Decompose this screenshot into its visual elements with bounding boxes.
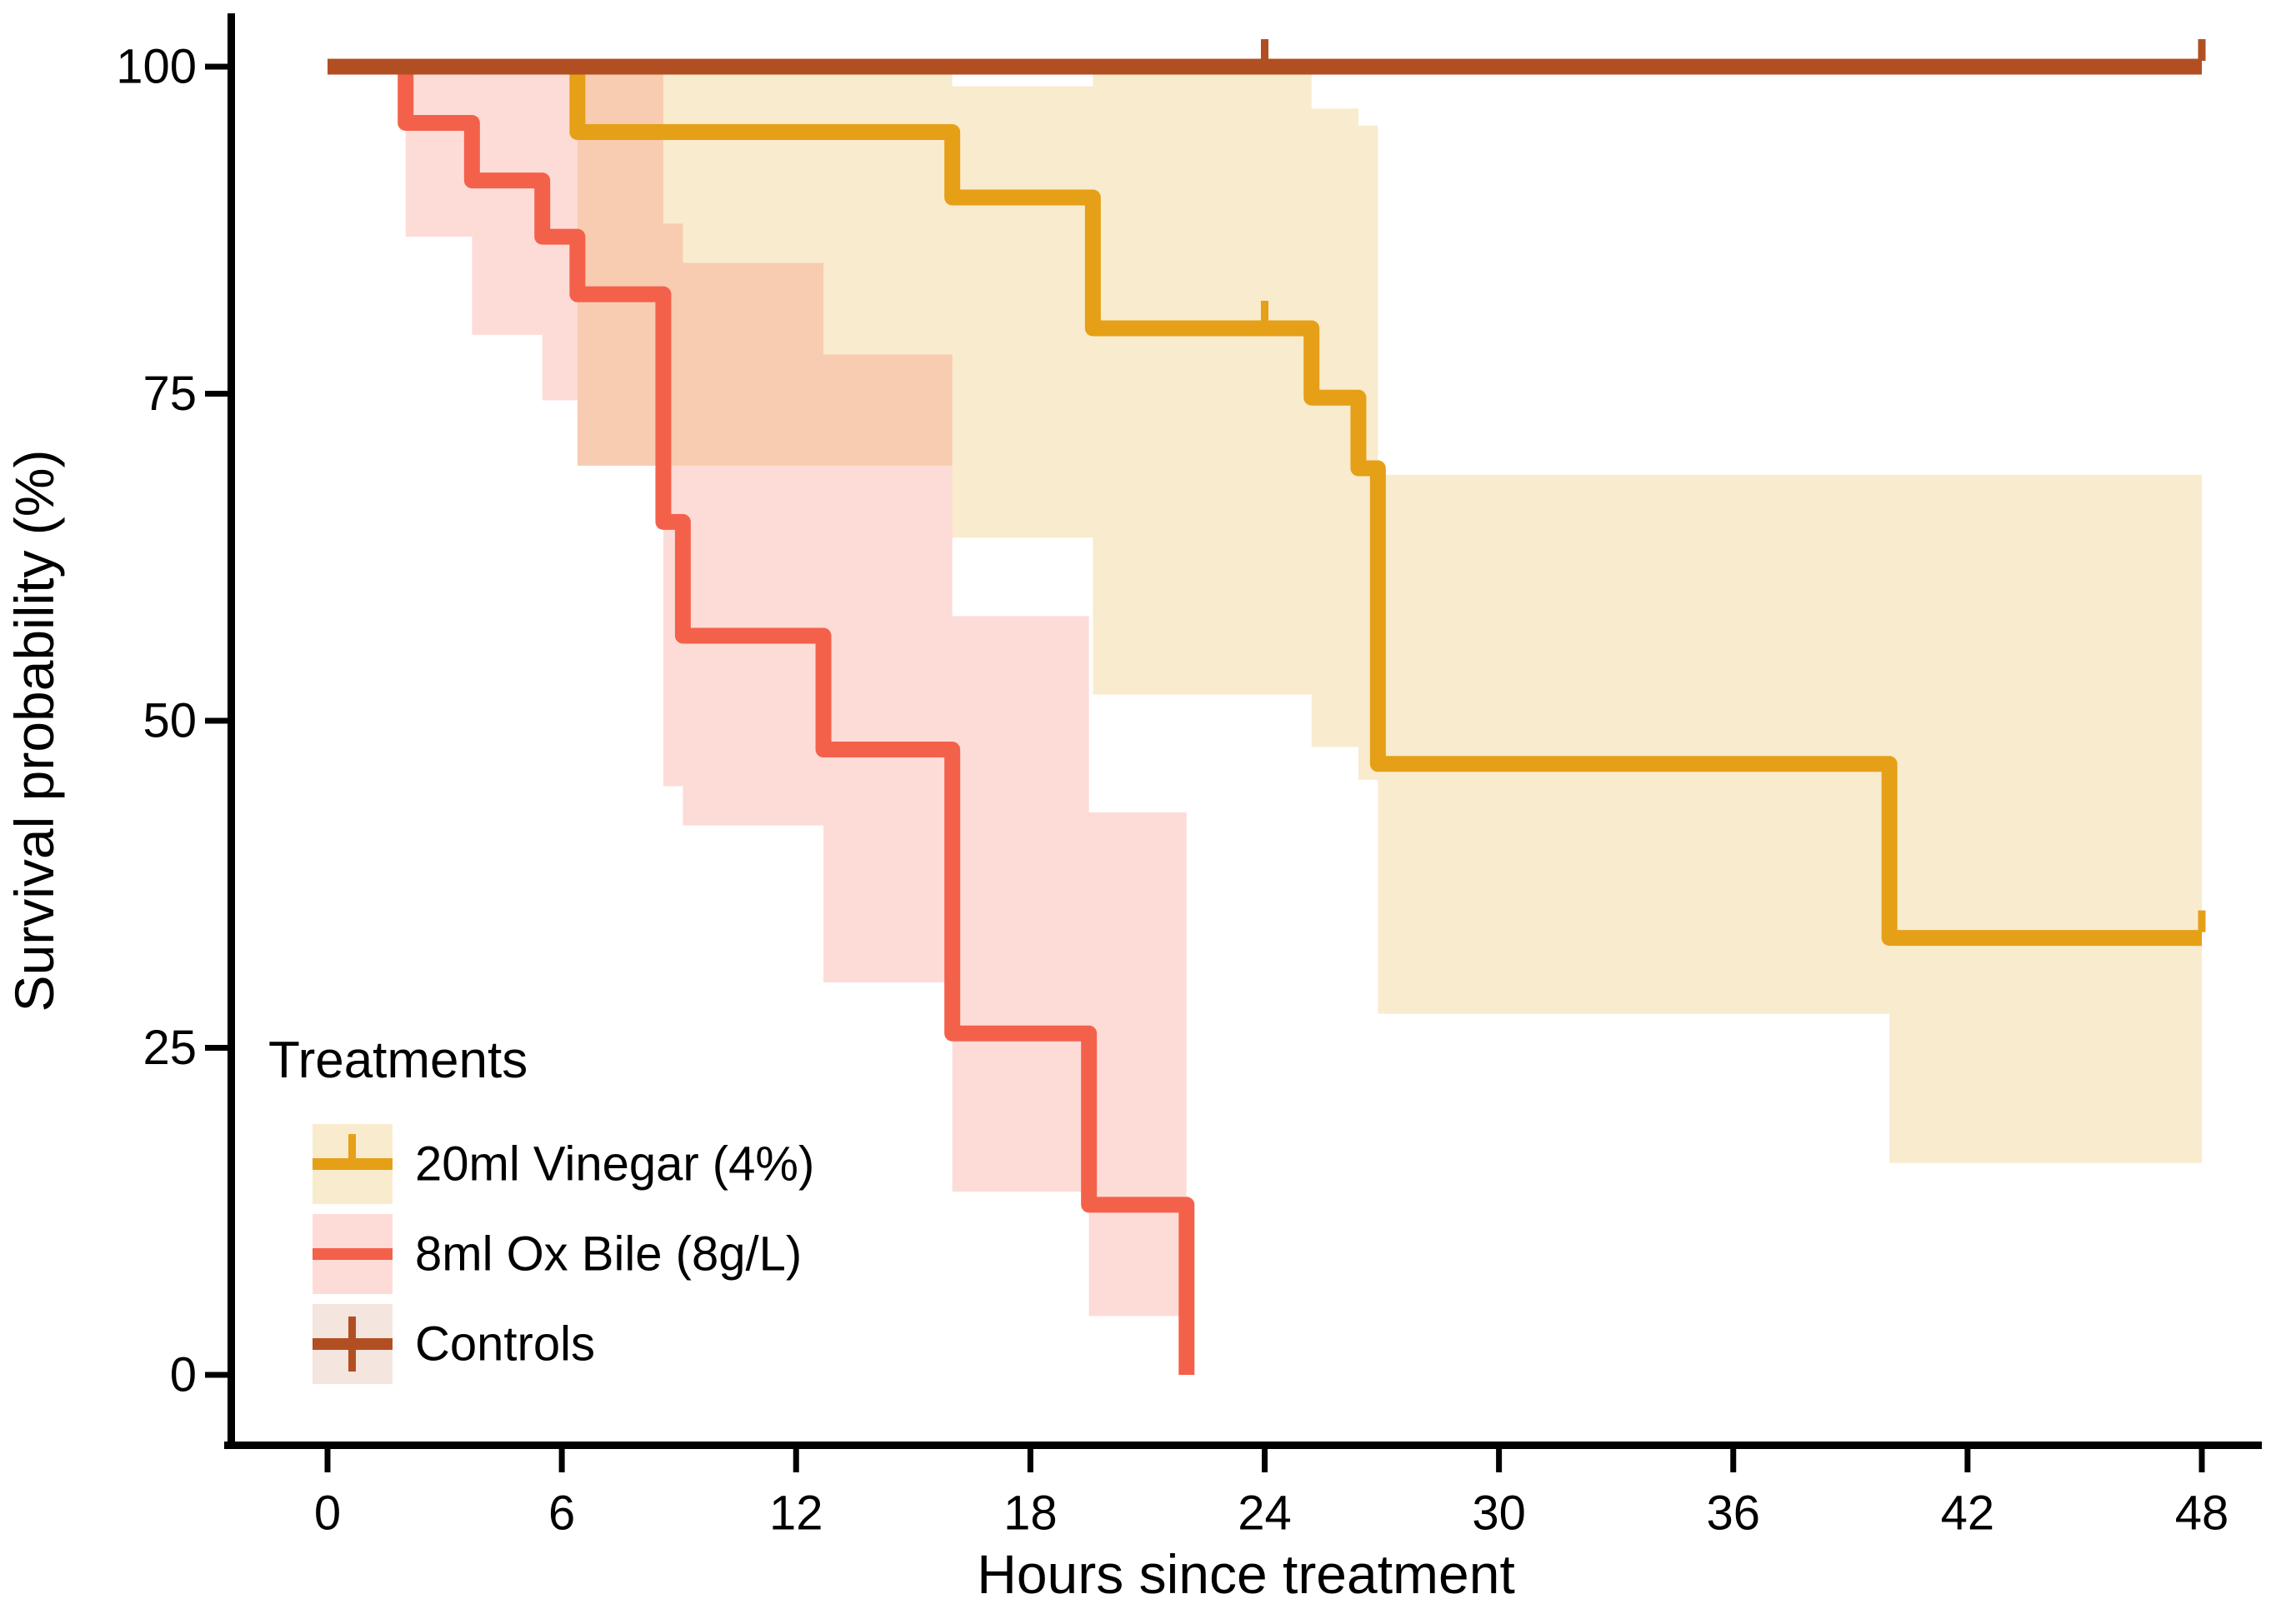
y-tick-labels: 0 25 50 75 100 <box>116 40 197 1402</box>
ci-band-segment <box>683 262 824 826</box>
legend-item-label: Controls <box>415 1317 595 1372</box>
y-tick <box>205 1372 232 1378</box>
legend-swatch-line <box>313 1248 393 1260</box>
legend-censor-tick <box>348 1134 356 1158</box>
ci-band-segment <box>952 616 1089 1192</box>
survival-curves <box>328 58 2202 1375</box>
y-tick-label: 50 <box>143 694 197 748</box>
x-tick <box>1496 1446 1503 1472</box>
legend-title: Treatments <box>268 1032 528 1089</box>
y-axis-line <box>228 13 235 1449</box>
ci-bands <box>405 67 2202 1317</box>
x-tick-label: 24 <box>1238 1487 1292 1541</box>
x-axis-title: Hours since treatment <box>977 1543 1515 1605</box>
legend-item-label: 20ml Vinegar (4%) <box>415 1137 814 1192</box>
x-tick <box>1964 1446 1971 1472</box>
x-tick-labels: 0 6 12 18 24 30 36 42 48 <box>314 1487 2228 1541</box>
ci-band-segment <box>405 67 473 237</box>
y-tick <box>205 717 232 724</box>
legend-item: 20ml Vinegar (4%) <box>313 1124 814 1204</box>
x-tick <box>793 1446 799 1472</box>
x-axis-line <box>224 1442 2262 1449</box>
y-tick-label: 25 <box>143 1021 197 1075</box>
x-tick-label: 48 <box>2175 1487 2229 1541</box>
ci-band-segment <box>472 67 543 335</box>
y-tick-label: 0 <box>170 1348 197 1402</box>
x-tick-label: 42 <box>1941 1487 1995 1541</box>
censor-marks <box>1260 39 2206 932</box>
legend-censor-tick <box>348 1317 356 1372</box>
x-tick-label: 12 <box>769 1487 823 1541</box>
x-tick <box>558 1446 565 1472</box>
y-tick <box>205 391 232 397</box>
censor-mark <box>2198 39 2206 61</box>
legend-items: 20ml Vinegar (4%) 8ml Ox Bile (8g/L) Contr… <box>313 1124 814 1384</box>
ci-band-segment <box>952 86 1093 538</box>
ci-band-segment <box>1889 474 2202 1163</box>
y-tick <box>205 1045 232 1051</box>
x-tick-label: 6 <box>548 1487 575 1541</box>
legend-swatch-line <box>313 1158 393 1170</box>
x-tick-label: 18 <box>1003 1487 1058 1541</box>
ci-band-segment <box>1088 812 1187 1317</box>
x-tick <box>1261 1446 1268 1472</box>
y-tick-label: 100 <box>116 40 197 94</box>
x-tick <box>1730 1446 1737 1472</box>
y-ticks <box>205 63 232 1378</box>
censor-mark <box>1260 39 1268 61</box>
x-tick <box>2198 1446 2205 1472</box>
legend-item: Controls <box>313 1304 595 1384</box>
censor-mark <box>1260 301 1268 322</box>
legend: Treatments 20ml Vinegar (4%) 8ml Ox Bile … <box>268 1032 814 1384</box>
x-tick-label: 36 <box>1706 1487 1760 1541</box>
y-axis-title: Survival probability (%) <box>3 450 65 1012</box>
x-tick-label: 30 <box>1472 1487 1526 1541</box>
censor-mark <box>2198 910 2206 932</box>
ci-band-segment <box>1093 74 1312 695</box>
legend-item: 8ml Ox Bile (8g/L) <box>313 1214 802 1294</box>
x-tick <box>1027 1446 1033 1472</box>
legend-item-label: 8ml Ox Bile (8g/L) <box>415 1227 802 1282</box>
y-tick-label: 75 <box>143 367 197 421</box>
survival-curve-vinegar <box>328 58 2202 947</box>
ci-band-segment <box>823 354 953 982</box>
ci-band-segment <box>1378 474 1890 1014</box>
x-tick-label: 0 <box>314 1487 341 1541</box>
x-ticks <box>324 1446 2205 1472</box>
survival-curve-ox-bile <box>328 58 1195 1375</box>
y-tick <box>205 63 232 70</box>
x-tick <box>324 1446 331 1472</box>
